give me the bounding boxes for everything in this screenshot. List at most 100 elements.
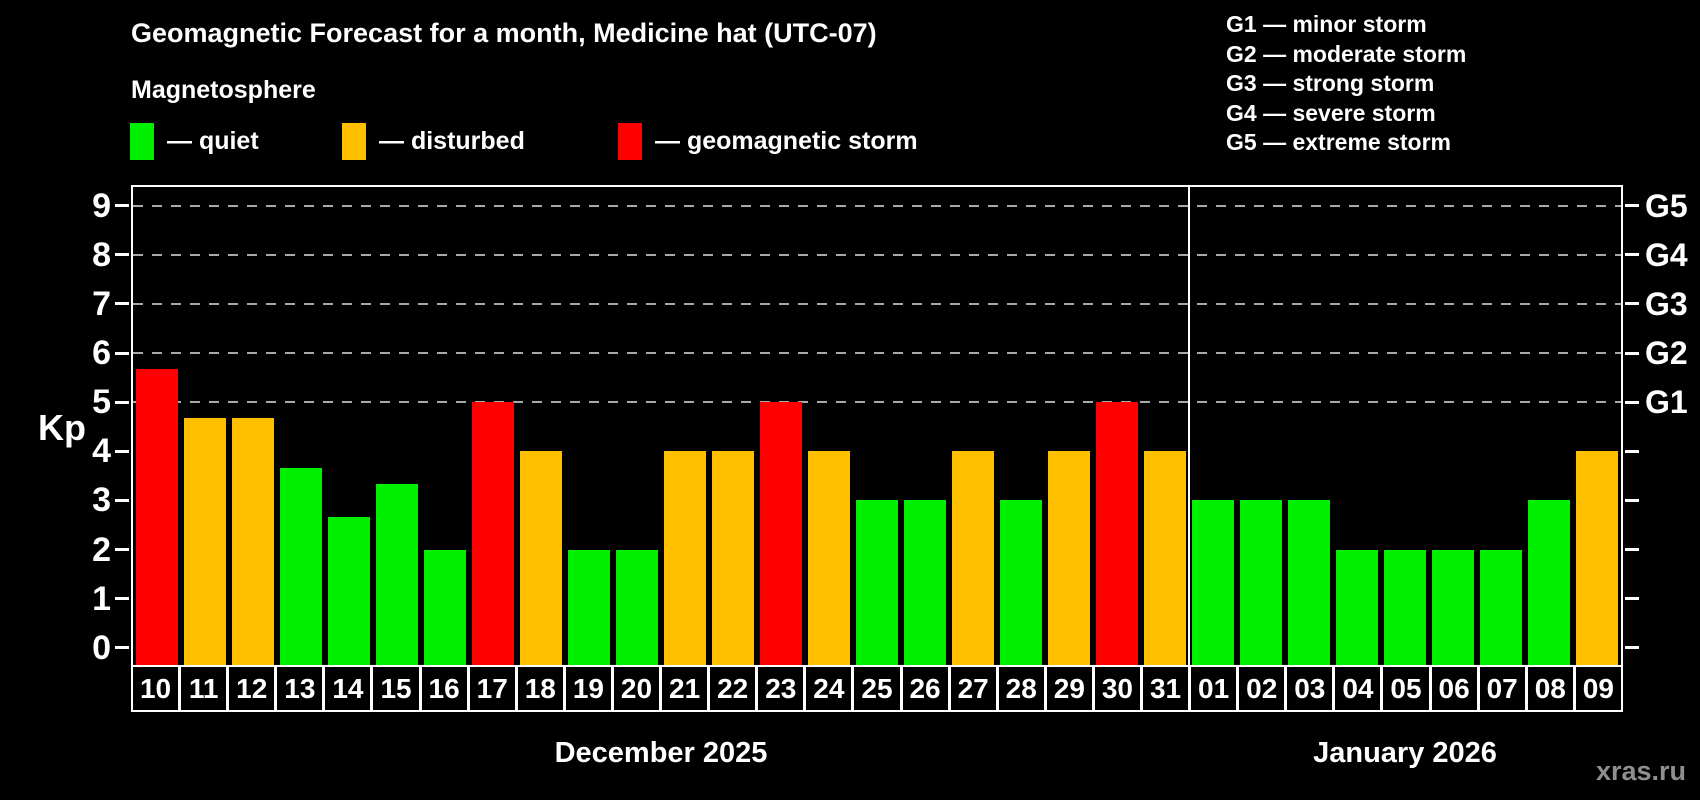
right-tick-0 — [1625, 646, 1639, 650]
kp-bar-day-10 — [136, 369, 178, 665]
gridline-kp-8 — [133, 253, 1621, 256]
kp-bar-day-11 — [184, 418, 226, 665]
kp-bar-day-01 — [1192, 500, 1234, 665]
day-cell-27: 27 — [951, 667, 999, 710]
kp-bar-day-27 — [952, 451, 994, 665]
day-cell-14: 14 — [325, 667, 374, 710]
day-cell-01: 01 — [1191, 667, 1240, 710]
day-cell-21: 21 — [662, 667, 711, 710]
y-axis-label-9: 9 — [92, 186, 111, 225]
kp-bar-day-30 — [1096, 402, 1138, 665]
legend-item-storm: — geomagnetic storm — [618, 122, 918, 160]
kp-bar-day-23 — [760, 402, 802, 665]
legend-label-quiet: — quiet — [167, 126, 259, 155]
day-cell-20: 20 — [614, 667, 663, 710]
y-axis-label-8: 8 — [92, 235, 111, 274]
kp-bar-day-25 — [856, 500, 898, 665]
day-cell-29: 29 — [1047, 667, 1095, 710]
day-cell-23: 23 — [758, 667, 807, 710]
kp-bar-day-03 — [1288, 500, 1330, 665]
day-cell-15: 15 — [373, 667, 422, 710]
right-axis-label-G1: G1 — [1645, 384, 1688, 421]
left-tick-7 — [115, 302, 129, 306]
right-tick-5 — [1625, 400, 1639, 404]
legend-item-quiet: — quiet — [130, 122, 259, 160]
month-label-january: January 2026 — [1313, 737, 1497, 769]
storm-color-swatch — [618, 122, 642, 160]
left-tick-5 — [115, 400, 129, 404]
month-separator-line — [1188, 187, 1190, 665]
gridline-kp-9 — [133, 204, 1621, 207]
plot-frame — [131, 185, 1623, 665]
kp-bar-day-06 — [1432, 549, 1474, 665]
kp-bar-day-05 — [1384, 549, 1426, 665]
day-cell-10: 10 — [133, 667, 182, 710]
day-cell-13: 13 — [277, 667, 326, 710]
kp-bar-day-14 — [328, 516, 370, 665]
kp-bar-day-24 — [808, 451, 850, 665]
kp-bar-day-31 — [1144, 451, 1186, 665]
right-tick-2 — [1625, 548, 1639, 552]
left-tick-0 — [115, 646, 129, 650]
right-tick-4 — [1625, 449, 1639, 453]
left-tick-3 — [115, 498, 129, 502]
day-cell-12: 12 — [229, 667, 278, 710]
plot-area — [133, 187, 1621, 665]
kp-bar-day-29 — [1048, 451, 1090, 665]
left-tick-2 — [115, 548, 129, 552]
day-cell-11: 11 — [181, 667, 230, 710]
day-cell-08: 08 — [1528, 667, 1576, 710]
legend-label-disturbed: — disturbed — [379, 126, 525, 155]
right-axis-label-G5: G5 — [1645, 187, 1688, 224]
left-tick-1 — [115, 597, 129, 601]
right-axis-label-G3: G3 — [1645, 285, 1688, 322]
disturbed-color-swatch — [342, 122, 366, 160]
day-cell-17: 17 — [470, 667, 518, 710]
month-label-december: December 2025 — [554, 737, 768, 769]
magnetosphere-subtitle: Magnetosphere — [131, 76, 316, 104]
g5-legend-line: G5 — extreme storm — [1226, 129, 1451, 155]
y-axis-label-1: 1 — [92, 579, 111, 618]
day-cell-06: 06 — [1432, 667, 1480, 710]
y-axis-title: Kp — [38, 407, 86, 448]
kp-bar-day-08 — [1528, 500, 1570, 665]
day-cell-03: 03 — [1287, 667, 1336, 710]
gridline-kp-7 — [133, 302, 1621, 305]
kp-bar-day-13 — [280, 467, 322, 665]
right-tick-8 — [1625, 253, 1639, 257]
kp-bar-day-21 — [664, 451, 706, 665]
left-tick-4 — [115, 449, 129, 453]
g1-legend-line: G1 — minor storm — [1226, 11, 1427, 37]
day-cell-09: 09 — [1582, 672, 1614, 704]
gridline-kp-5 — [133, 401, 1621, 404]
day-cell-25: 25 — [854, 667, 903, 710]
kp-bar-day-19 — [568, 549, 610, 665]
day-cell-07: 07 — [1480, 667, 1528, 710]
day-cell-02: 02 — [1239, 667, 1288, 710]
y-axis-label-7: 7 — [92, 284, 111, 323]
kp-bar-day-28 — [1000, 500, 1042, 665]
y-axis-label-3: 3 — [92, 481, 111, 520]
page-title: Geomagnetic Forecast for a month, Medici… — [131, 18, 877, 48]
day-cell-31: 31 — [1143, 667, 1192, 710]
right-axis-label-G4: G4 — [1645, 236, 1688, 273]
y-axis-label-2: 2 — [92, 530, 111, 569]
day-cell-24: 24 — [806, 667, 855, 710]
kp-bar-day-16 — [424, 549, 466, 665]
day-cell-19: 19 — [566, 667, 614, 710]
kp-bar-day-26 — [904, 500, 946, 665]
kp-bar-day-15 — [376, 484, 418, 665]
kp-bar-day-02 — [1240, 500, 1282, 665]
right-tick-7 — [1625, 302, 1639, 306]
kp-bar-day-22 — [712, 451, 754, 665]
day-axis-row: 10 11 12 13 14 15 16 17 18 19 20 21 22 23 24 25 26 27 28 29… — [131, 665, 1623, 712]
kp-bar-day-12 — [232, 418, 274, 665]
left-tick-9 — [115, 204, 129, 208]
right-tick-3 — [1625, 498, 1639, 502]
kp-bar-day-17 — [472, 402, 514, 665]
left-tick-8 — [115, 253, 129, 257]
right-tick-9 — [1625, 204, 1639, 208]
kp-bar-day-04 — [1336, 549, 1378, 665]
y-axis-label-0: 0 — [92, 628, 111, 667]
day-cell-28: 28 — [999, 667, 1047, 710]
